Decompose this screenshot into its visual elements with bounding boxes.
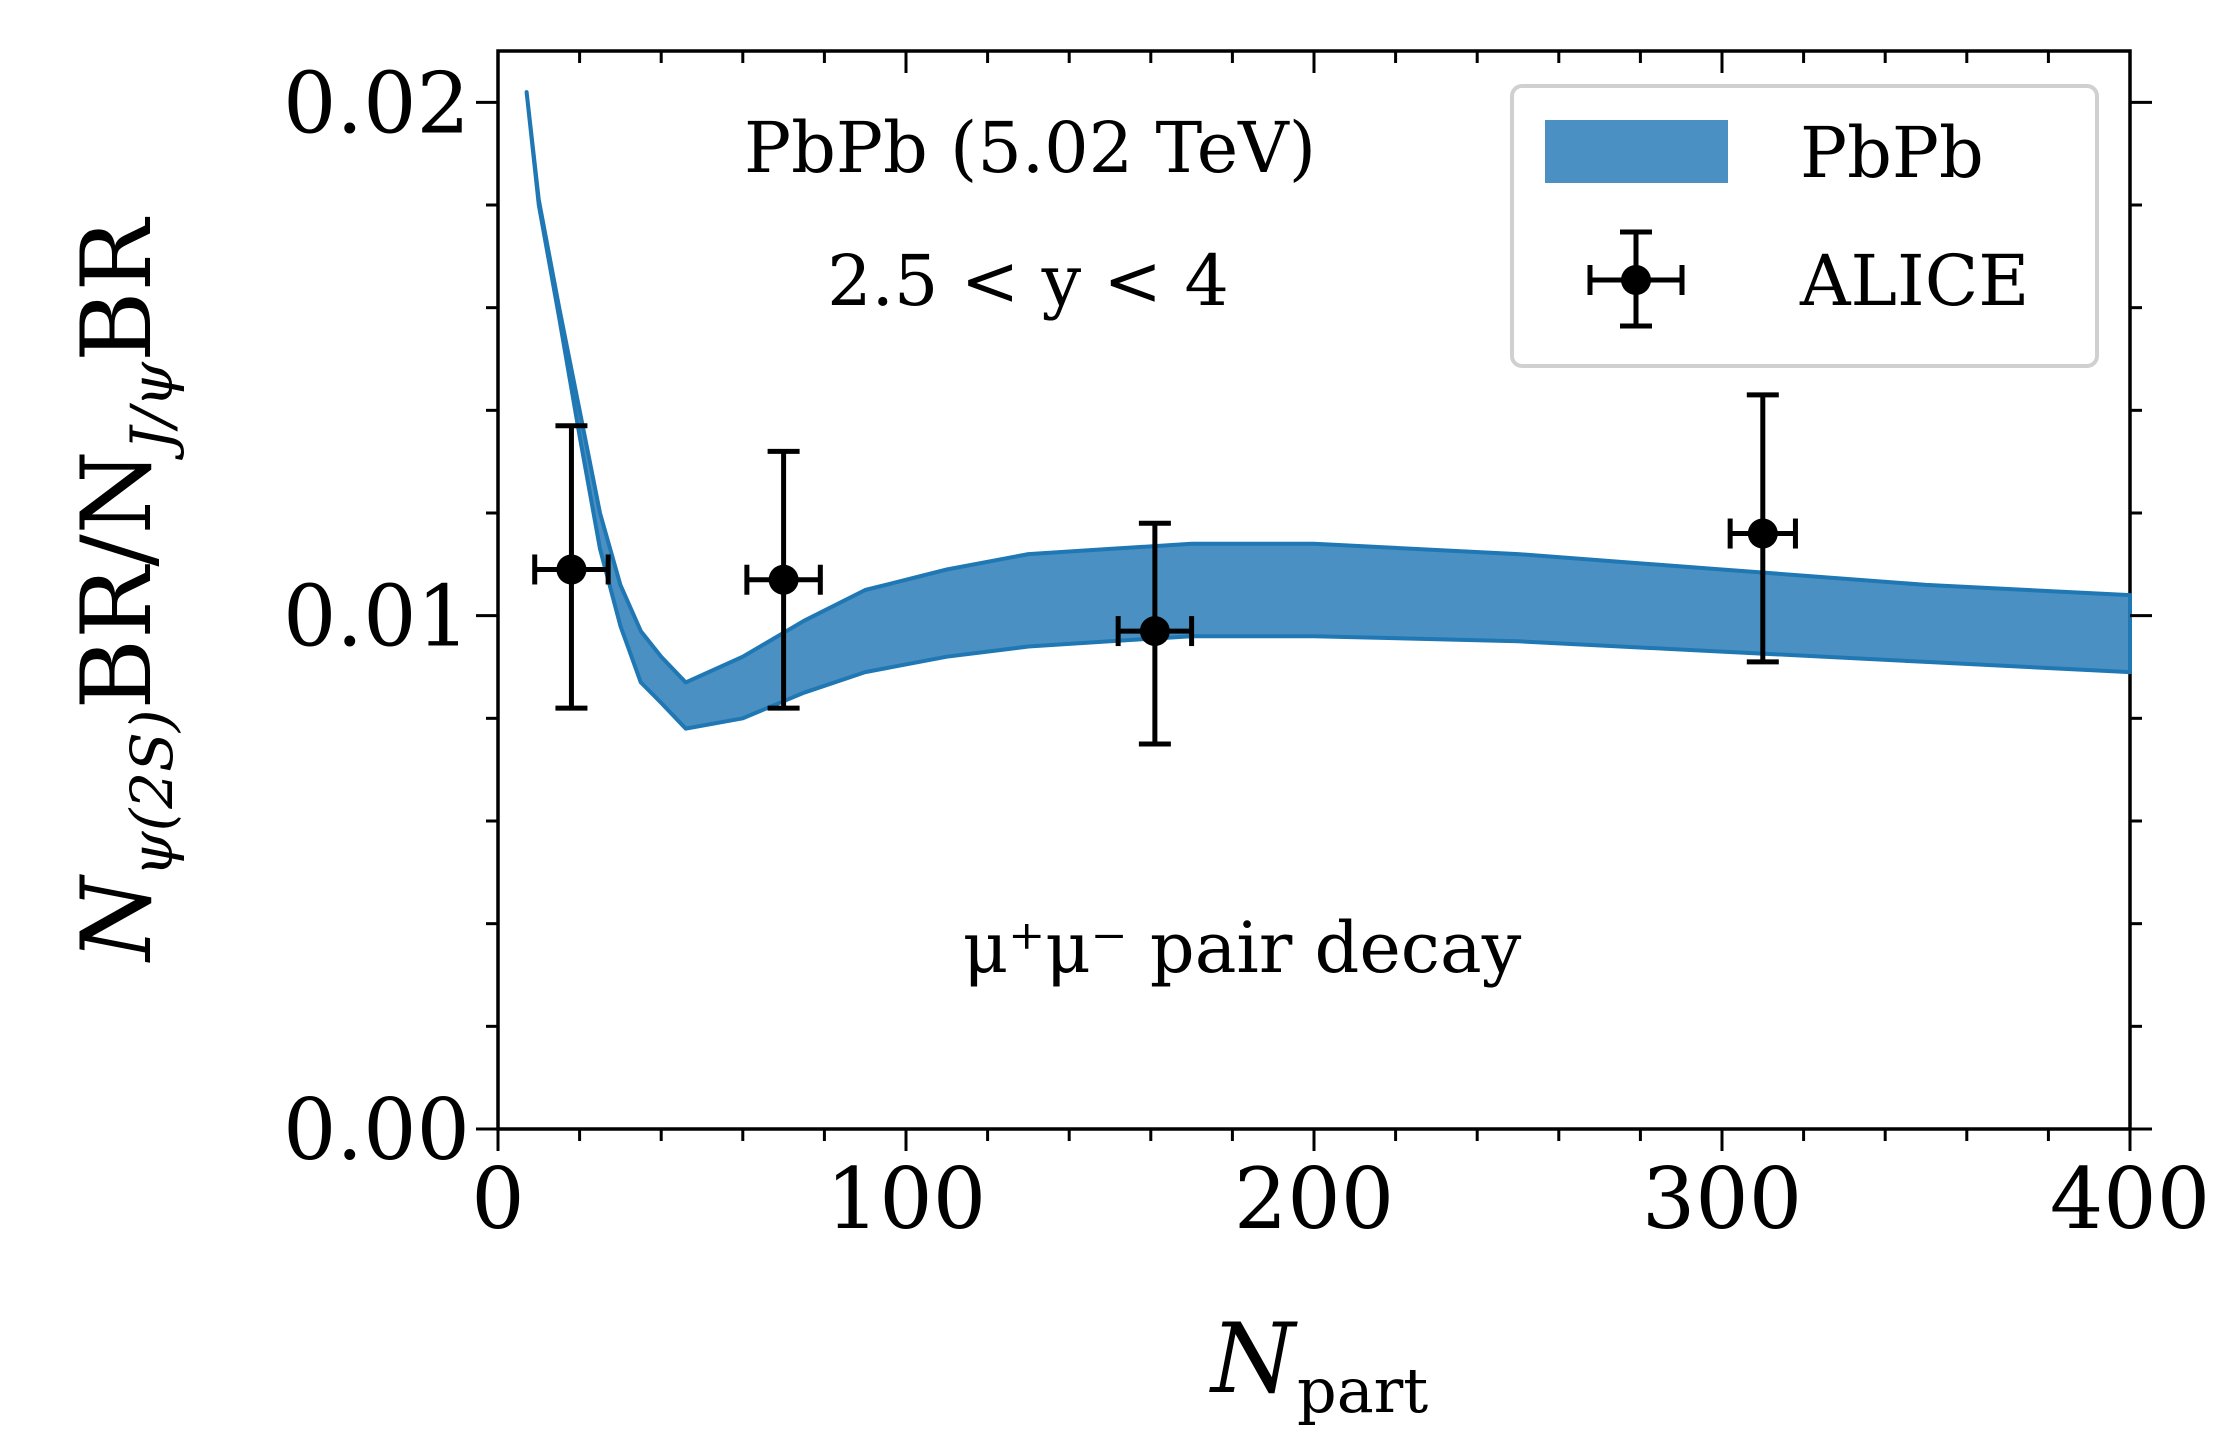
x-tick-label: 200 [1234, 1150, 1394, 1248]
legend-points-marker [1587, 229, 1685, 329]
y-title-end: BR [61, 216, 173, 362]
tick-labels: 0 100 200 300 400 0.00 0.01 0.02 [283, 54, 2210, 1248]
alice-point-3 [1115, 520, 1195, 747]
marker [1139, 616, 1170, 647]
y-title-sub1: ψ(2S) [118, 709, 186, 876]
marker [768, 564, 799, 595]
x-axis-title-sub: part [1297, 1354, 1428, 1427]
legend-points-label: ALICE [1799, 240, 2029, 322]
marker [556, 554, 587, 585]
band-layer [524, 90, 2132, 731]
x-tick-label: 400 [2050, 1150, 2210, 1248]
annotation-system: PbPb (5.02 TeV) [744, 107, 1316, 189]
y-tick-label: 0.01 [283, 568, 470, 666]
y-title-sub2: J/ψ [118, 361, 186, 460]
x-tick-label: 300 [1642, 1150, 1802, 1248]
y-axis-title: Nψ(2S)BR/NJ/ψBR [61, 216, 186, 962]
legend-band-swatch [1545, 120, 1728, 183]
annotation-rapidity: 2.5 < y < 4 [827, 240, 1229, 322]
y-title-n1: N [61, 874, 173, 963]
y-tick-label: 0.02 [283, 54, 470, 152]
alice-point-2 [744, 448, 823, 711]
svg-text:Nψ(2S)BR/NJ/ψBR: Nψ(2S)BR/NJ/ψBR [61, 216, 186, 962]
x-axis-title: N [1209, 1303, 1298, 1415]
y-tick-label: 0.00 [283, 1081, 470, 1179]
alice-point-4 [1727, 392, 1798, 665]
x-tick-label: 100 [826, 1150, 986, 1248]
ticks-layer [476, 51, 2152, 1151]
band-pbpb [524, 90, 2132, 731]
x-tick-label: 0 [471, 1150, 524, 1248]
legend-band-label: PbPb [1800, 112, 1984, 194]
marker [1747, 518, 1778, 549]
alice-point-1 [532, 423, 611, 711]
points-layer [532, 392, 1798, 747]
y-title-mid: BR/N [61, 450, 173, 709]
annotation-decay: μ⁺μ⁻ pair decay [963, 907, 1522, 989]
legend: PbPb ALICE [1510, 84, 2099, 368]
